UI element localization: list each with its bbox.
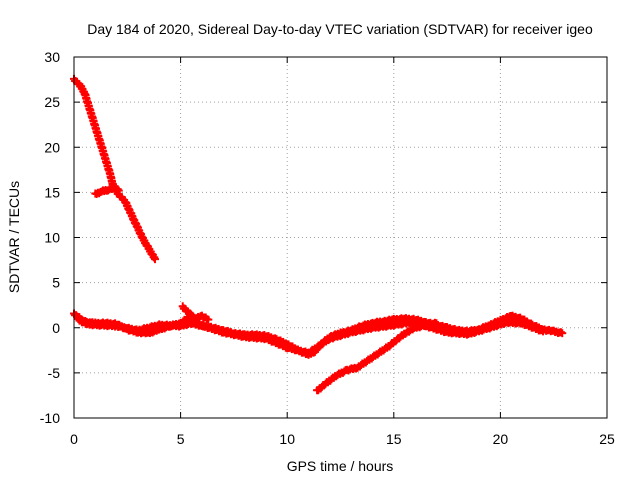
y-tick-label: 5 [52,275,60,291]
y-tick-label: 20 [44,139,60,155]
data-point [556,328,565,337]
y-tick-label: -5 [48,365,61,381]
y-tick-label: 30 [44,49,60,65]
data-points [70,74,567,395]
ticks: 0 5 10 15 20 25 -10 -5 0 5 10 15 20 25 30 [40,49,615,447]
y-tick-label: 10 [44,230,60,246]
data-point [151,255,160,264]
x-tick-label: 0 [70,431,78,447]
data-point [113,185,122,194]
x-tick-label: 5 [177,431,185,447]
data-point [114,186,123,195]
data-point [537,326,546,335]
data-point [558,329,567,338]
y-axis-label: SDTVAR / TECUs [6,181,22,293]
grid [74,57,607,418]
y-tick-label: 15 [44,184,60,200]
y-tick-label: 0 [52,320,60,336]
x-axis-label: GPS time / hours [287,458,394,474]
y-tick-label: 25 [44,94,60,110]
x-tick-label: 15 [386,431,402,447]
data-point [204,315,213,324]
x-tick-label: 10 [279,431,295,447]
y-tick-label: -10 [40,410,60,426]
chart-title: Day 184 of 2020, Sidereal Day-to-day VTE… [87,21,593,37]
x-tick-label: 20 [493,431,509,447]
x-tick-label: 25 [599,431,615,447]
data-point [539,327,548,336]
plot-frame [73,56,608,419]
data-point [432,319,441,328]
